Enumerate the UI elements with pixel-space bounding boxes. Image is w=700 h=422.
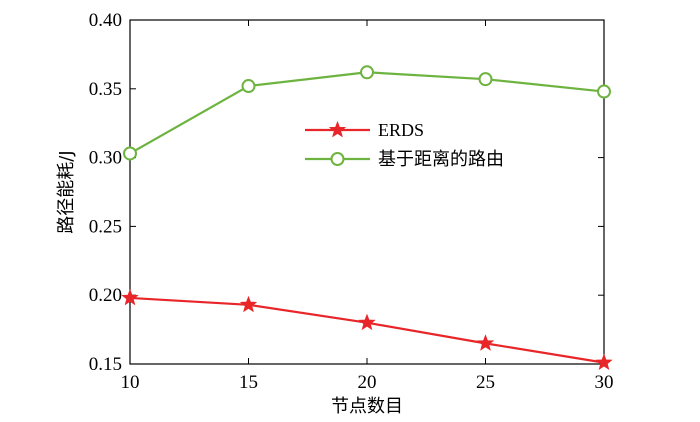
x-axis-title: 节点数目 bbox=[331, 396, 403, 417]
legend-item-erds-marker bbox=[328, 120, 347, 138]
legend-item-distance-routing-label: 基于距离的路由 bbox=[378, 149, 504, 170]
series-distance-routing-line bbox=[129, 71, 605, 155]
series-group bbox=[121, 65, 613, 371]
series-erds bbox=[121, 288, 613, 371]
series-erds-point bbox=[476, 334, 495, 351]
series-distance-routing-point bbox=[123, 146, 137, 161]
series-distance-routing bbox=[123, 65, 611, 161]
series-erds-line bbox=[129, 296, 605, 364]
legend: ERDS 基于距离的路由 bbox=[305, 120, 504, 170]
y-tick-label: 0.25 bbox=[89, 216, 122, 237]
x-tick-label: 25 bbox=[476, 372, 495, 393]
x-tick-label: 10 bbox=[121, 372, 140, 393]
series-erds-point bbox=[121, 288, 139, 306]
legend-item-erds: ERDS bbox=[305, 120, 424, 140]
legend-item-distance-routing: 基于距离的路由 bbox=[305, 149, 504, 170]
y-tick-label: 0.30 bbox=[89, 148, 122, 169]
series-erds-point bbox=[358, 313, 376, 331]
y-tick-label: 0.15 bbox=[89, 354, 122, 375]
y-tick-label: 0.20 bbox=[89, 285, 122, 306]
x-tick-label: 20 bbox=[358, 372, 377, 393]
y-axis-title: 路径能耗/J bbox=[56, 150, 77, 233]
legend-item-distance-routing-marker bbox=[330, 152, 345, 166]
series-erds-point bbox=[239, 295, 258, 313]
x-tick-label: 15 bbox=[239, 372, 258, 393]
legend-item-erds-label: ERDS bbox=[378, 120, 424, 140]
axes: 10 15 20 25 30 0.15 0.20 0.25 0.30 0.35 0.40 节点数目 路径… bbox=[56, 10, 614, 417]
series-distance-routing-point bbox=[478, 72, 493, 87]
y-tick-label: 0.40 bbox=[89, 10, 122, 31]
series-distance-routing-point bbox=[241, 79, 256, 94]
x-tick-label: 30 bbox=[595, 372, 614, 393]
y-tick-label: 0.35 bbox=[89, 79, 122, 100]
series-distance-routing-point bbox=[597, 84, 611, 99]
series-erds-point bbox=[595, 353, 613, 371]
series-distance-routing-point bbox=[360, 65, 374, 80]
